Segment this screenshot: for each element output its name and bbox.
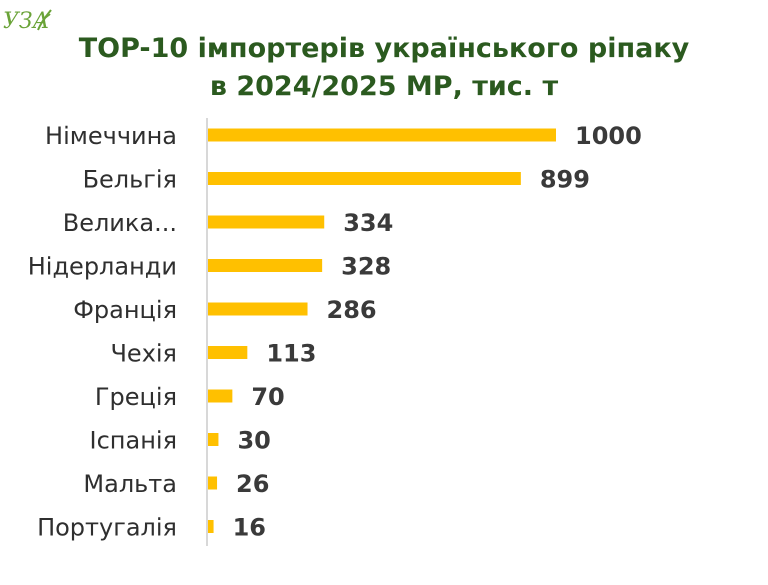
data-label: 334	[343, 209, 393, 237]
bar	[208, 172, 521, 185]
category-label: Греція	[95, 383, 177, 411]
category-label: Бельгія	[83, 166, 177, 194]
bar	[208, 476, 218, 490]
chart-title-line2: в 2024/2025 МР, тис. т	[209, 71, 559, 102]
bar	[208, 215, 325, 229]
category-label: Чехія	[110, 340, 177, 368]
category-label: Португалія	[37, 514, 177, 542]
category-label: Мальта	[83, 470, 177, 498]
data-label: 286	[327, 296, 377, 324]
data-label: 70	[251, 383, 284, 411]
category-label: Франція	[73, 296, 177, 324]
bar	[208, 520, 214, 533]
bar	[208, 346, 248, 359]
category-label: Іспанія	[90, 427, 177, 455]
bar	[208, 433, 219, 446]
data-label: 30	[237, 427, 270, 455]
bar	[208, 259, 323, 272]
data-label: 26	[236, 470, 269, 498]
bar	[208, 302, 308, 316]
bar	[208, 128, 556, 142]
chart-title: TOP-10 імпортерів українського ріпаку в …	[0, 30, 768, 106]
bar	[208, 389, 233, 403]
category-label: Нідерланди	[28, 253, 177, 281]
chart-title-line1: TOP-10 імпортерів українського ріпаку	[78, 33, 690, 64]
category-label: Велика...	[63, 209, 177, 237]
category-label: Німеччина	[45, 122, 177, 150]
data-label: 113	[266, 340, 316, 368]
data-label: 899	[540, 166, 590, 194]
data-label: 1000	[575, 122, 642, 150]
data-label: 328	[341, 253, 391, 281]
uza-logo: УЗА	[3, 9, 52, 34]
data-label: 16	[233, 514, 266, 542]
